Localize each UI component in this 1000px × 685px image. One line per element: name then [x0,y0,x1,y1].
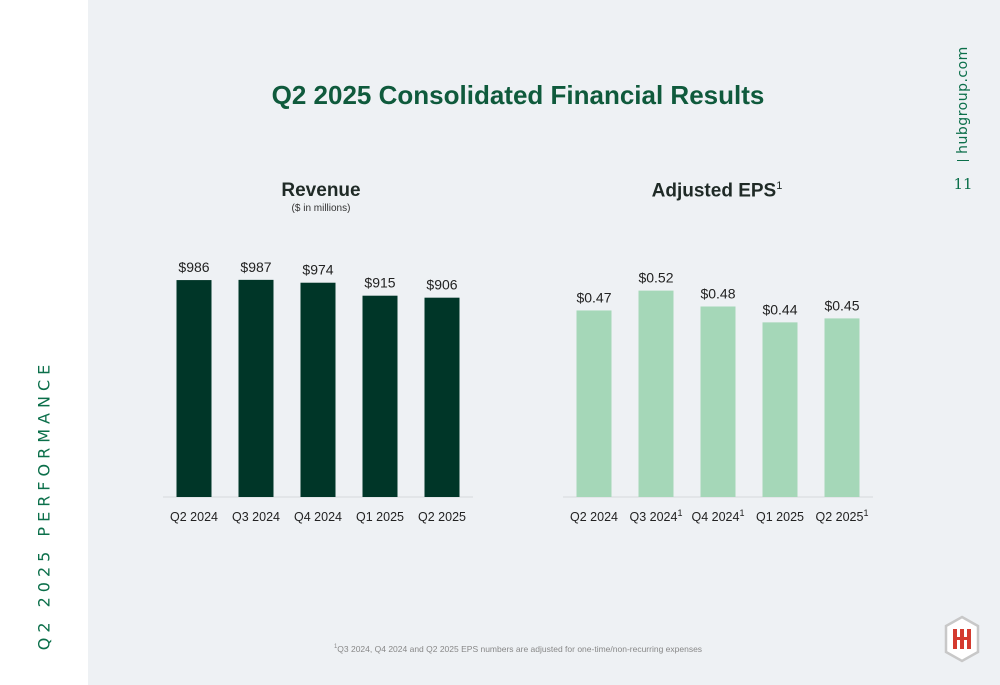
revenue-chart-subtitle: ($ in millions) [291,203,351,214]
eps-data-label: $0.44 [762,301,797,317]
eps-bar [638,290,674,497]
page-title: Q2 2025 Consolidated Financial Results [271,80,765,110]
eps-category-label: Q2 20251 [816,508,869,524]
revenue-bar [362,295,398,497]
revenue-bar [300,282,336,497]
revenue-bar [176,280,212,497]
revenue-category-label: Q1 2025 [356,510,404,524]
revenue-data-label: $986 [178,259,209,275]
eps-title-footnote-marker: 1 [776,180,783,192]
eps-data-label: $0.47 [576,289,611,305]
eps-category-label: Q1 2025 [756,510,804,524]
footnote-marker: 1 [333,644,338,651]
left-sidebar: Q2 2025 PERFORMANCE [0,0,88,685]
revenue-bar [238,279,274,497]
eps-data-label: $0.45 [824,297,859,313]
eps-data-label: $0.52 [638,270,673,286]
page-number: 11 [953,175,973,193]
revenue-category-label: Q4 2024 [294,510,342,524]
eps-category-label: Q3 20241 [630,508,683,524]
eps-bar [700,306,736,497]
revenue-bar [424,297,460,497]
url-divider [957,160,969,161]
revenue-category-label: Q2 2025 [418,510,466,524]
eps-category-label: Q4 20241 [692,508,745,524]
logo-mark-icon [953,629,971,649]
eps-bar [824,318,860,497]
eps-category-footnote-marker: 1 [739,508,744,518]
eps-category-label: Q2 2024 [570,510,618,524]
hub-group-logo[interactable] [944,615,980,663]
eps-category-footnote-marker: 1 [677,508,682,518]
eps-title-text: Adjusted EPS [651,180,777,202]
revenue-title-text: Revenue [281,180,361,201]
revenue-data-label: $906 [426,277,457,293]
eps-bar [576,310,612,497]
eps-data-label: $0.48 [700,285,735,301]
eps-chart-title: Adjusted EPS1 [617,180,817,202]
footnote: 1Q3 2024, Q4 2024 and Q2 2025 EPS number… [88,644,948,654]
revenue-category-label: Q2 2024 [170,510,218,524]
revenue-data-label: $987 [240,259,271,275]
revenue-category-label: Q3 2024 [232,510,280,524]
revenue-data-label: $915 [364,275,395,291]
revenue-chart-title: Revenue [221,180,421,202]
eps-category-footnote-marker: 1 [863,508,868,518]
revenue-data-label: $974 [302,262,333,278]
footnote-text: Q3 2024, Q4 2024 and Q2 2025 EPS numbers… [337,644,703,654]
eps-bar [762,322,798,497]
